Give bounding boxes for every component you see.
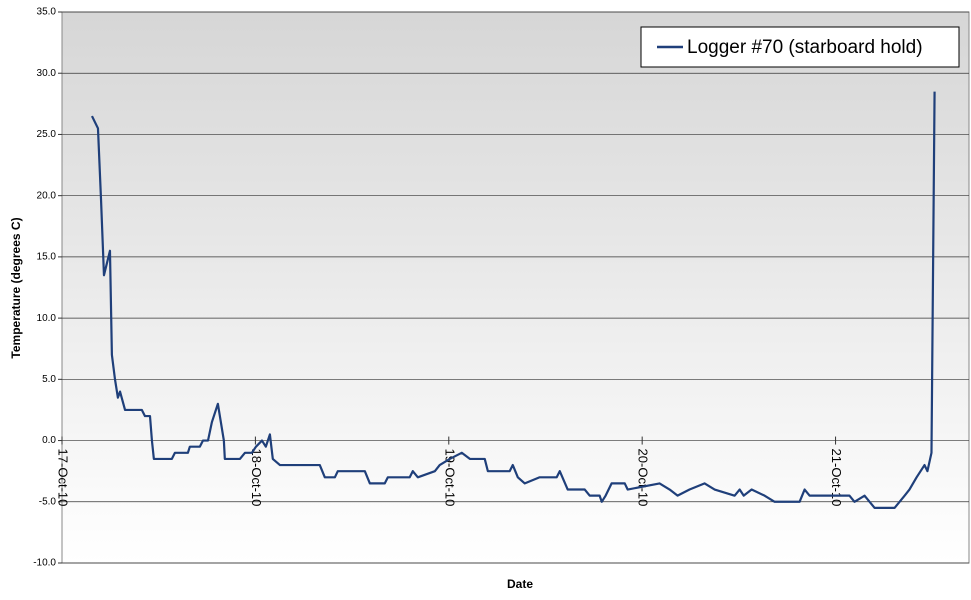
y-tick-label: 10.0: [37, 313, 57, 324]
legend-label: Logger #70 (starboard hold): [687, 37, 923, 58]
y-tick-label: -5.0: [39, 496, 57, 507]
y-tick-label: 5.0: [42, 374, 56, 385]
y-tick-label: 0.0: [42, 435, 56, 446]
legend-box: [640, 26, 960, 68]
x-tick-label: 19-Oct-10: [442, 449, 457, 507]
y-tick-label: -10.0: [33, 558, 56, 569]
x-tick-label: 17-Oct-10: [56, 449, 71, 507]
y-tick-label: 35.0: [37, 7, 57, 18]
y-tick-label: 20.0: [37, 190, 57, 201]
y-axis-title: Temperature (degrees C): [9, 217, 23, 358]
x-tick-label: 21-Oct-10: [829, 449, 844, 507]
x-tick-label: 18-Oct-10: [249, 449, 264, 507]
y-tick-label: 15.0: [37, 252, 57, 263]
y-tick-label: 30.0: [37, 68, 57, 79]
data-line: [90, 91, 936, 509]
y-tick-label: 25.0: [37, 129, 57, 140]
x-tick-label: 20-Oct-10: [636, 449, 651, 507]
x-axis-title: Date: [507, 577, 533, 591]
